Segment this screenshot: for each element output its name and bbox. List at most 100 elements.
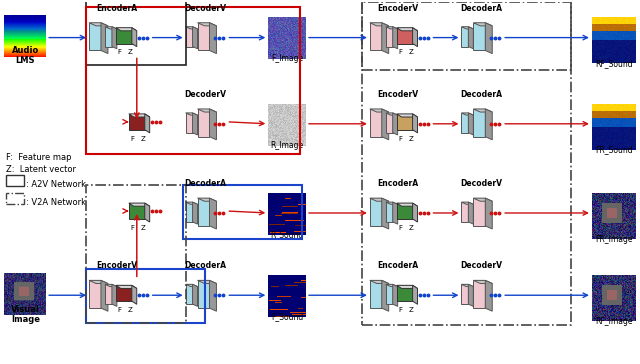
Text: R_Image: R_Image — [271, 141, 304, 150]
Polygon shape — [186, 27, 193, 47]
Polygon shape — [397, 114, 417, 117]
Polygon shape — [461, 113, 468, 133]
Text: F: F — [118, 50, 122, 55]
Polygon shape — [386, 202, 393, 222]
Text: DecoderA: DecoderA — [184, 261, 227, 270]
Polygon shape — [397, 28, 413, 44]
Polygon shape — [413, 28, 417, 47]
Polygon shape — [461, 27, 474, 29]
Polygon shape — [386, 113, 393, 133]
Text: DecoderV: DecoderV — [184, 90, 227, 99]
Polygon shape — [468, 27, 474, 49]
Text: F: F — [131, 225, 135, 231]
Text: Z: Z — [408, 50, 413, 55]
Polygon shape — [370, 23, 381, 51]
Polygon shape — [413, 203, 417, 222]
Polygon shape — [105, 284, 112, 304]
Text: F: F — [131, 136, 135, 142]
Polygon shape — [413, 114, 417, 133]
Text: Z: Z — [408, 136, 413, 142]
Polygon shape — [198, 280, 216, 284]
Polygon shape — [381, 198, 388, 229]
Text: DecoderA: DecoderA — [460, 4, 502, 13]
Polygon shape — [89, 280, 101, 308]
Polygon shape — [198, 23, 209, 51]
Polygon shape — [461, 113, 474, 115]
Polygon shape — [105, 284, 117, 286]
Bar — [86, 269, 205, 323]
Polygon shape — [89, 280, 108, 284]
Polygon shape — [129, 114, 150, 117]
Polygon shape — [89, 23, 101, 51]
Text: F: F — [118, 307, 122, 313]
Bar — [86, 0, 186, 65]
Polygon shape — [461, 284, 468, 304]
Polygon shape — [132, 28, 137, 47]
Polygon shape — [393, 284, 397, 306]
Polygon shape — [461, 27, 468, 47]
Text: Z: Z — [140, 136, 145, 142]
Text: : A2V Network: : A2V Network — [26, 180, 86, 189]
Text: EncoderA: EncoderA — [377, 261, 418, 270]
Polygon shape — [186, 202, 193, 222]
Polygon shape — [89, 23, 108, 26]
Polygon shape — [381, 109, 388, 140]
Text: Audio
LMS: Audio LMS — [12, 46, 39, 65]
Polygon shape — [370, 109, 381, 137]
Text: DecoderA: DecoderA — [184, 179, 227, 188]
Polygon shape — [198, 109, 216, 112]
Text: F: F — [399, 225, 403, 231]
Polygon shape — [370, 198, 388, 201]
Polygon shape — [129, 203, 150, 206]
Polygon shape — [397, 203, 417, 206]
Polygon shape — [186, 202, 198, 204]
Text: RF_Sound: RF_Sound — [595, 59, 632, 68]
Text: EncoderV: EncoderV — [377, 4, 418, 13]
Polygon shape — [461, 284, 474, 286]
Text: EncoderV: EncoderV — [377, 90, 418, 99]
Text: F: F — [399, 307, 403, 313]
Polygon shape — [209, 198, 216, 229]
Text: F: F — [399, 136, 403, 142]
Polygon shape — [468, 113, 474, 135]
Polygon shape — [116, 28, 137, 31]
Polygon shape — [386, 284, 397, 286]
Bar — [182, 185, 302, 239]
Polygon shape — [132, 285, 137, 304]
Polygon shape — [370, 109, 388, 112]
Polygon shape — [485, 198, 492, 229]
Bar — [6, 193, 24, 204]
Polygon shape — [116, 28, 132, 44]
Polygon shape — [468, 284, 474, 306]
Text: EncoderA: EncoderA — [97, 4, 138, 13]
Polygon shape — [386, 202, 397, 204]
Text: FR_Image: FR_Image — [595, 235, 632, 244]
Polygon shape — [474, 280, 485, 308]
Polygon shape — [370, 280, 388, 284]
Polygon shape — [193, 284, 198, 306]
Polygon shape — [474, 109, 492, 112]
Text: Visual
Image: Visual Image — [11, 305, 40, 324]
Polygon shape — [198, 280, 209, 308]
Polygon shape — [474, 198, 485, 226]
Polygon shape — [112, 27, 117, 49]
Polygon shape — [461, 202, 468, 222]
Polygon shape — [386, 27, 397, 29]
Text: RF_Image: RF_Image — [595, 317, 632, 326]
Text: F_Sound: F_Sound — [271, 312, 303, 321]
Bar — [86, 7, 300, 154]
Polygon shape — [198, 198, 216, 201]
Bar — [362, 2, 571, 325]
Polygon shape — [209, 23, 216, 54]
Polygon shape — [198, 198, 209, 226]
Polygon shape — [145, 203, 150, 222]
Polygon shape — [105, 27, 117, 29]
Text: F: F — [399, 50, 403, 55]
Polygon shape — [101, 23, 108, 54]
Text: DecoderV: DecoderV — [460, 179, 502, 188]
Polygon shape — [209, 280, 216, 311]
Bar — [86, 185, 186, 323]
Polygon shape — [193, 202, 198, 224]
Polygon shape — [397, 203, 413, 219]
Polygon shape — [129, 203, 145, 219]
